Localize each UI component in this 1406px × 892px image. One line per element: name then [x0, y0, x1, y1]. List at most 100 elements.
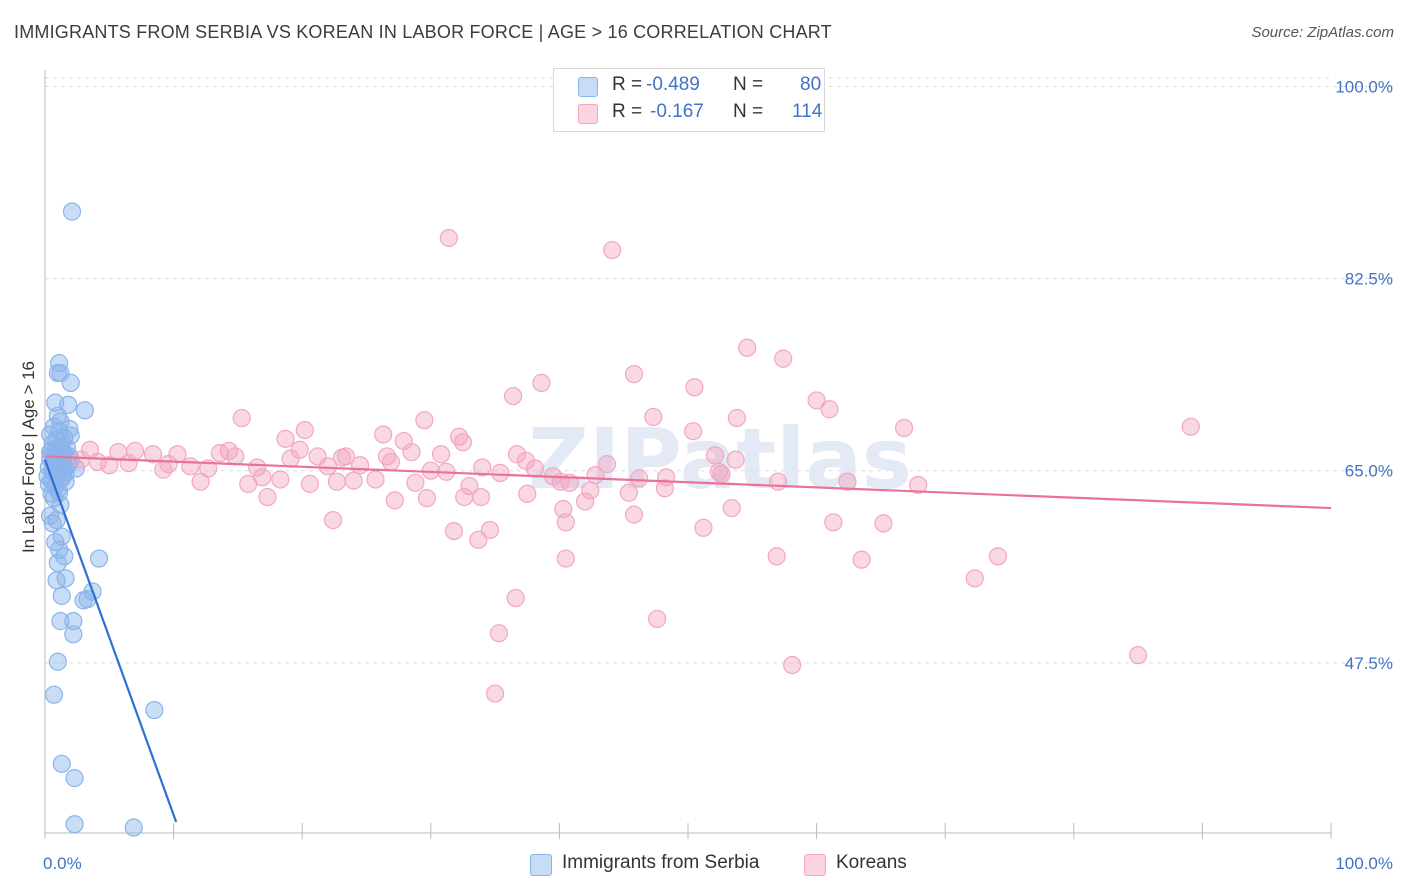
- korean-point: [874, 514, 893, 533]
- serbia-point: [47, 571, 66, 590]
- korean-point: [71, 450, 91, 469]
- korean-point: [460, 476, 479, 496]
- serbia-point: [52, 754, 71, 773]
- serbia-point: [74, 591, 93, 610]
- series-swatch-serbia: [530, 854, 552, 876]
- korean-point: [489, 624, 509, 643]
- korean-point: [258, 487, 277, 507]
- korean-point: [507, 445, 527, 464]
- korean-point: [727, 408, 746, 428]
- y-tick-label: 65.0%: [1345, 462, 1393, 481]
- serbia-point: [53, 467, 73, 486]
- korean-point: [648, 609, 667, 629]
- korean-point: [444, 521, 464, 541]
- serbia-point: [145, 700, 164, 720]
- korean-point: [655, 479, 674, 498]
- korean-point: [644, 407, 663, 427]
- legend-r-value: -0.167: [650, 101, 704, 122]
- korean-point: [504, 386, 523, 406]
- serbia-point: [61, 426, 80, 445]
- korean-point: [415, 411, 434, 430]
- korean-point: [471, 487, 491, 507]
- korean-point: [738, 338, 757, 357]
- legend-r-value: -0.489: [646, 74, 700, 95]
- korean-point: [965, 569, 984, 588]
- korean-point: [406, 473, 425, 492]
- y-tick-label: 82.5%: [1345, 270, 1393, 289]
- korean-point: [807, 391, 826, 410]
- serbia-point: [41, 506, 60, 525]
- serbia-point: [64, 625, 83, 644]
- korean-point: [439, 228, 458, 248]
- gridlines: [45, 77, 1393, 664]
- chart-source: Source: ZipAtlas.com: [1251, 24, 1394, 41]
- korean-point: [597, 455, 617, 474]
- legend-n-value: 114: [792, 101, 823, 122]
- serbia-point: [50, 354, 69, 373]
- korean-point: [988, 547, 1008, 566]
- korean-point: [473, 458, 492, 477]
- korean-point: [518, 484, 537, 503]
- korean-point: [556, 549, 575, 568]
- serbia-point: [50, 422, 69, 441]
- korean-point: [619, 483, 638, 502]
- korean-point: [767, 547, 786, 566]
- korean-point: [119, 453, 138, 473]
- korean-point: [181, 457, 200, 476]
- korean-point: [491, 463, 510, 483]
- korean-point: [327, 472, 347, 491]
- legend-n-label: N =: [733, 74, 764, 95]
- korean-point: [506, 588, 525, 608]
- series-swatch-koreans: [804, 854, 826, 876]
- legend-swatch-serbia: [578, 77, 598, 97]
- chart-title: IMMIGRANTS FROM SERBIA VS KOREAN IN LABO…: [14, 22, 832, 42]
- korean-point: [239, 474, 258, 493]
- watermark: ZIPatlas: [528, 410, 912, 508]
- korean-point: [402, 442, 421, 462]
- korean-point: [532, 373, 551, 392]
- korean-point: [154, 460, 173, 479]
- x-tick-label-max: 100.0%: [1335, 854, 1393, 873]
- korean-point: [159, 455, 178, 474]
- korean-point: [300, 474, 320, 493]
- serbia-point: [75, 401, 94, 420]
- korean-point: [469, 530, 488, 549]
- korean-point: [480, 520, 500, 540]
- series-label-koreans: Koreans: [836, 852, 907, 873]
- serbia-point: [55, 547, 74, 566]
- series-label-serbia: Immigrants from Serbia: [562, 852, 760, 873]
- korean-point: [722, 498, 741, 518]
- y-tick-label: 47.5%: [1345, 654, 1393, 673]
- legend-swatch-koreans: [578, 104, 598, 124]
- korean-point: [232, 408, 251, 428]
- korean-point: [556, 513, 575, 532]
- korean-point: [143, 445, 163, 464]
- korean-point: [603, 240, 622, 260]
- x-tick-label-min: 0.0%: [43, 854, 82, 873]
- legend-n-label: N =: [733, 101, 764, 122]
- serbia-point: [64, 612, 83, 631]
- korean-point: [726, 450, 745, 469]
- korean-point: [453, 433, 473, 452]
- korean-point: [344, 471, 363, 490]
- korean-point: [768, 472, 788, 491]
- correlation-legend: R = -0.489 N = 80 R = -0.167 N = 114: [553, 68, 825, 132]
- trend-lines: [43, 455, 1332, 823]
- korean-point: [551, 472, 570, 491]
- serbia-point: [89, 549, 109, 568]
- korean-point: [684, 422, 703, 441]
- korean-point: [820, 400, 839, 419]
- korean-point: [374, 425, 393, 444]
- korean-point: [290, 440, 309, 459]
- legend-n-value: 80: [800, 74, 822, 95]
- korean-point: [1128, 646, 1148, 665]
- korean-trend-line: [44, 455, 1332, 510]
- legend-r-label: R =: [612, 101, 643, 122]
- korean-point: [295, 420, 314, 440]
- korean-point: [774, 349, 793, 368]
- korean-point: [226, 447, 245, 466]
- korean-point: [486, 684, 505, 703]
- korean-point: [586, 466, 605, 485]
- korean-point: [366, 470, 385, 489]
